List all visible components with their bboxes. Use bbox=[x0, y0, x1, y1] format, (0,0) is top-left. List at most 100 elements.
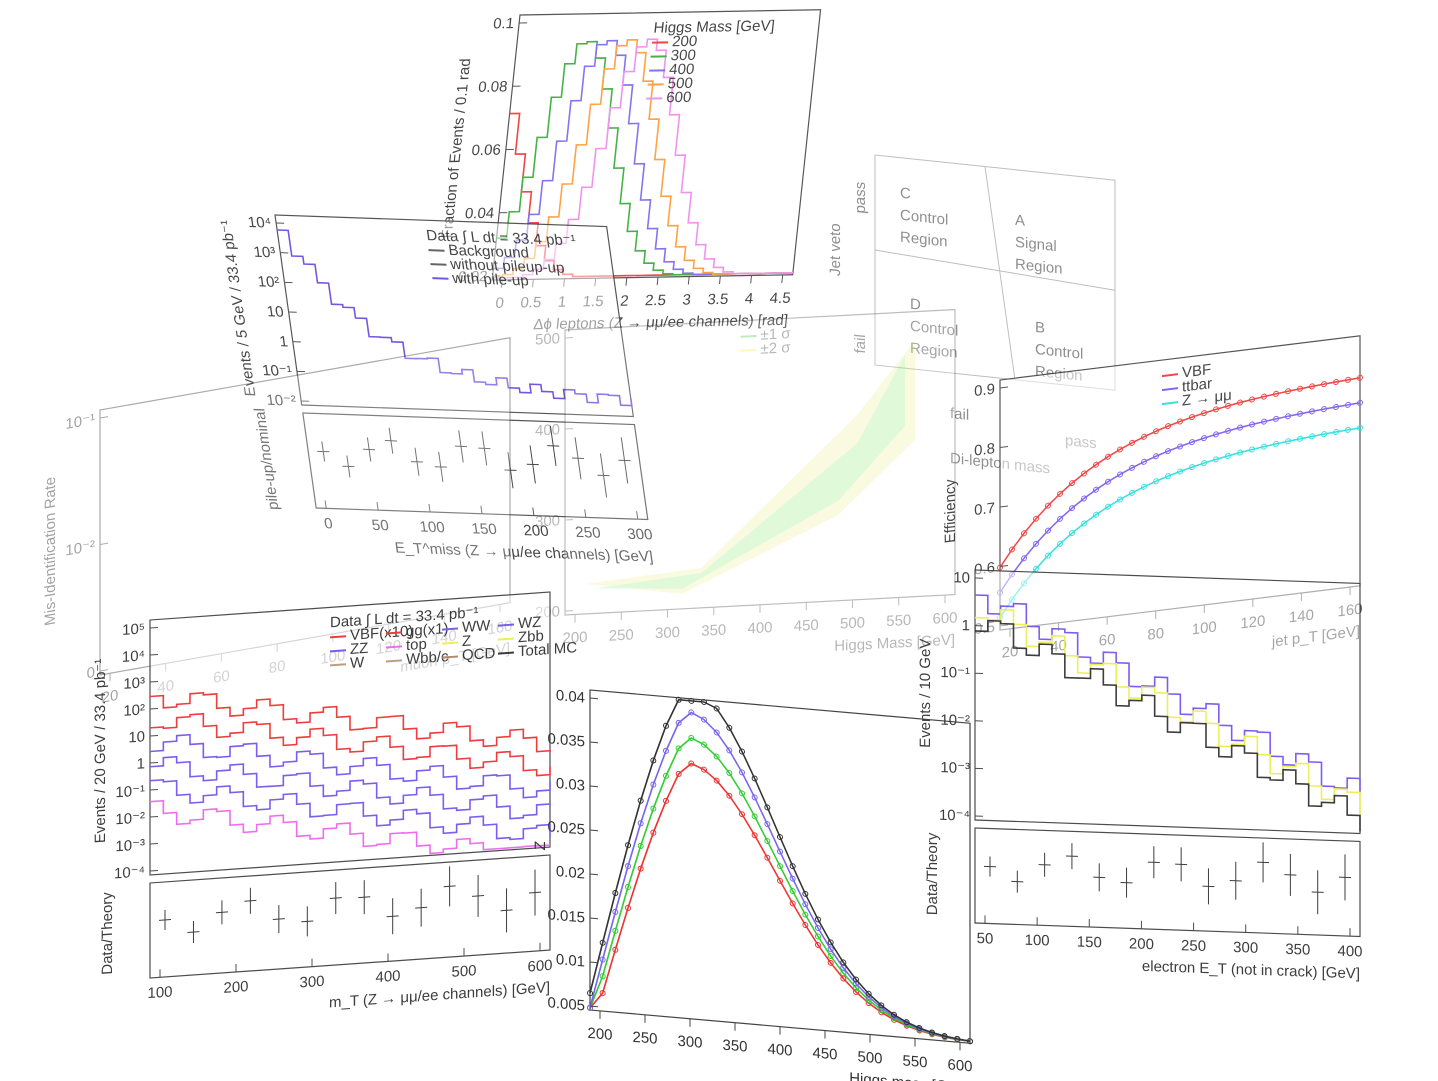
x-tick-label: 450 bbox=[812, 1044, 837, 1063]
y-tick-label: 400 bbox=[535, 421, 560, 439]
legend-entry: Z → μμ bbox=[1182, 387, 1232, 410]
ratio-error bbox=[549, 425, 557, 466]
marker bbox=[1117, 496, 1123, 503]
abcd-diagram: CControlRegion ASignalRegion DControlRegio… bbox=[827, 154, 1116, 477]
y-tick bbox=[100, 542, 108, 545]
y-tick-label: 0.8 bbox=[974, 440, 995, 459]
y-tick-label: 0.01 bbox=[556, 951, 585, 971]
marker bbox=[789, 863, 796, 870]
y-tick-label: 1 bbox=[137, 755, 145, 773]
legend-swatch bbox=[386, 631, 402, 635]
y-axis-label: Mis-Identification Rate bbox=[42, 476, 59, 627]
x-axis-label: Δϕ leptons (Z → μμ/ee channels) [rad] bbox=[533, 312, 789, 333]
marker bbox=[1081, 470, 1087, 477]
plot-frame bbox=[149, 591, 551, 876]
x-tick bbox=[480, 505, 483, 514]
x-tick-label: 20 bbox=[102, 687, 119, 707]
marker bbox=[713, 729, 720, 736]
y-tick bbox=[100, 669, 108, 672]
y-tick bbox=[150, 653, 158, 656]
marker bbox=[815, 941, 821, 948]
marker bbox=[777, 833, 783, 841]
legend-entry: W bbox=[350, 654, 365, 672]
curve bbox=[276, 229, 633, 407]
x-tick-label: 2.5 bbox=[644, 292, 667, 309]
y-axis-label: Events / 10 GeV bbox=[917, 638, 934, 748]
legend-swatch bbox=[386, 659, 402, 663]
x-axis-label: m_T (Z → μμ/ee channels) [GeV] bbox=[329, 979, 550, 1011]
y-tick bbox=[1000, 565, 1008, 567]
y-tick-label: 0.9 bbox=[974, 381, 995, 400]
marker bbox=[1129, 464, 1135, 471]
x-tick-label: 4 bbox=[744, 290, 754, 307]
marker bbox=[726, 770, 733, 777]
curve bbox=[589, 711, 971, 1043]
y-tick bbox=[150, 734, 158, 737]
curve bbox=[975, 619, 1361, 832]
x-tick-label: 150 bbox=[1077, 934, 1102, 952]
legend-entry: 300 bbox=[670, 47, 697, 64]
diagram-axis-text: fail bbox=[852, 333, 869, 354]
marker bbox=[1081, 520, 1087, 527]
x-tick-label: 200 bbox=[562, 629, 587, 647]
curve bbox=[999, 427, 1361, 618]
marker bbox=[675, 745, 682, 752]
ratio-error bbox=[346, 455, 351, 478]
marker bbox=[663, 772, 669, 779]
x-tick-label: 500 bbox=[840, 614, 865, 632]
marker bbox=[878, 1002, 885, 1009]
x-tick-label: 500 bbox=[857, 1048, 882, 1067]
marker bbox=[827, 959, 834, 966]
y-tick bbox=[100, 416, 108, 419]
y-tick-label: 10⁻² bbox=[115, 809, 145, 828]
marker bbox=[827, 939, 834, 946]
y-tick-label: 10² bbox=[257, 274, 281, 292]
y-tick-label: 0.7 bbox=[974, 500, 995, 519]
marker bbox=[713, 777, 720, 784]
marker bbox=[688, 734, 695, 741]
marker bbox=[1057, 490, 1063, 497]
legend-swatch bbox=[1162, 373, 1178, 378]
x-tick-label: 600 bbox=[947, 1056, 972, 1075]
curve bbox=[150, 755, 551, 820]
legend-swatch bbox=[498, 651, 514, 655]
marker bbox=[903, 1019, 910, 1026]
legend-entry: without pileup-up bbox=[448, 256, 565, 277]
marker bbox=[701, 741, 707, 748]
x-tick-label: 350 bbox=[722, 1037, 747, 1056]
marker bbox=[1141, 433, 1147, 440]
legend-entry: ±2 σ bbox=[761, 339, 792, 358]
x-tick-label: 3.5 bbox=[707, 291, 730, 308]
y-tick-label: 10⁻² bbox=[940, 712, 970, 730]
x-tick-label: 400 bbox=[375, 967, 400, 986]
x-tick-label: 550 bbox=[902, 1052, 927, 1071]
ratio-error bbox=[366, 437, 372, 462]
x-tick bbox=[376, 502, 379, 511]
curve bbox=[999, 377, 1361, 568]
diagram-axis-text: Jet veto bbox=[827, 222, 844, 276]
marker bbox=[777, 848, 783, 855]
y-tick-label: 0 bbox=[87, 664, 95, 682]
marker bbox=[675, 770, 682, 777]
x-tick bbox=[532, 507, 535, 516]
marker bbox=[777, 863, 783, 870]
ratio-frame bbox=[974, 827, 1361, 938]
legend-swatch bbox=[442, 641, 458, 645]
marker bbox=[1129, 489, 1135, 496]
x-tick-label: 200 bbox=[587, 1025, 612, 1044]
y-tick-label: 10⁻¹ bbox=[65, 411, 95, 433]
y-tick-label: 0.04 bbox=[464, 205, 495, 222]
y-tick bbox=[590, 741, 598, 744]
marker bbox=[1117, 471, 1123, 478]
y-tick-label: 10⁻¹ bbox=[261, 362, 293, 380]
marker bbox=[739, 790, 745, 797]
marker bbox=[815, 916, 821, 923]
marker bbox=[1045, 527, 1051, 534]
legend-entry: Wbb/c bbox=[406, 648, 449, 668]
y-tick-label: 0.02 bbox=[556, 863, 585, 883]
curve bbox=[150, 799, 550, 855]
y-tick-label: 10 bbox=[953, 569, 970, 587]
marker bbox=[726, 724, 733, 731]
band bbox=[585, 340, 915, 594]
